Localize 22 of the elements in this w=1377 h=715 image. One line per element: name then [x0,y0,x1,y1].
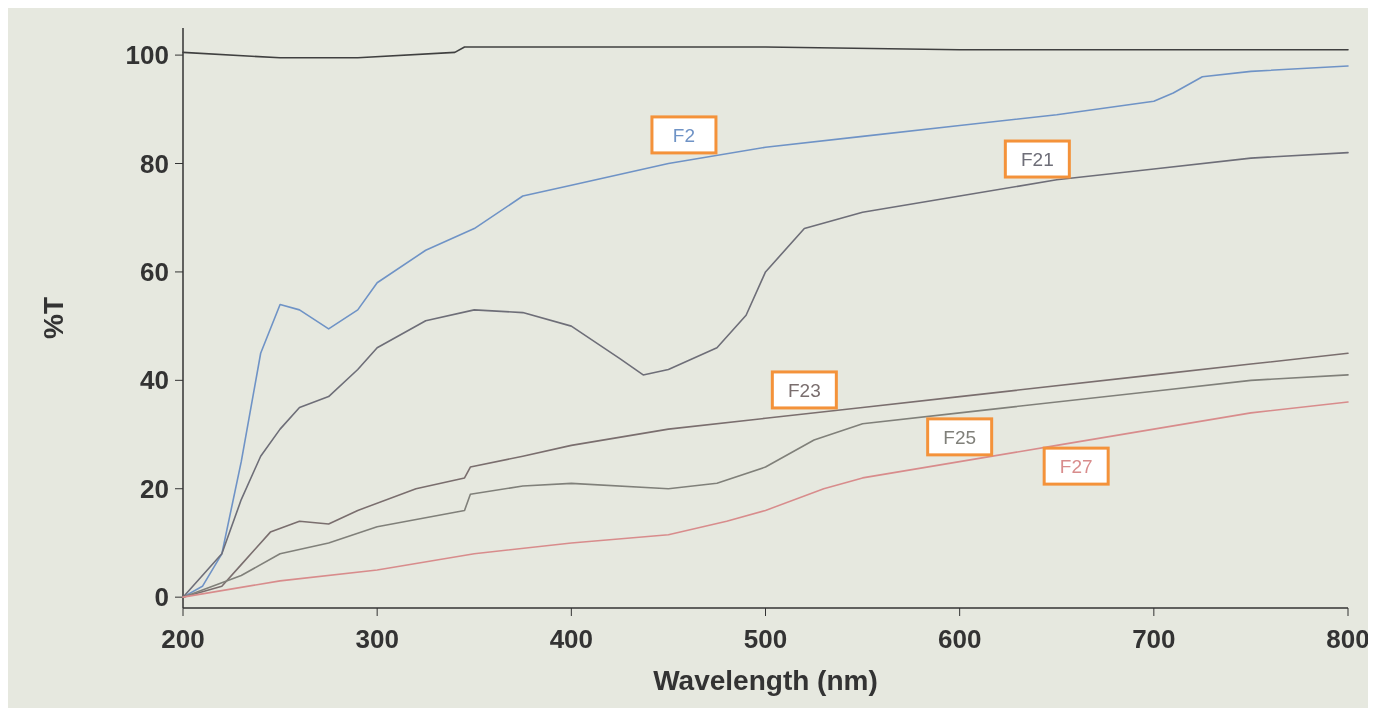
x-tick-label: 300 [355,624,399,654]
x-tick-label: 700 [1132,624,1176,654]
x-axis-title: Wavelength (nm) [653,665,878,696]
x-tick-label: 800 [1326,624,1370,654]
y-tick-label: 100 [125,40,169,71]
series-label: F27 [1059,455,1093,477]
series-label: F25 [943,426,977,448]
x-tick-label: 200 [161,624,205,654]
x-tick-label: 500 [743,624,788,654]
y-tick-label: 60 [140,257,169,288]
series-label: F21 [1020,148,1054,170]
x-tick-label: 400 [549,624,594,654]
line-series [182,151,1349,598]
series-label: F2 [672,124,696,146]
series-label: F23 [787,379,821,401]
y-tick-label: 0 [154,582,169,613]
y-tick-label: 20 [140,473,169,504]
line-series [182,46,1349,59]
y-axis-title: %T [38,297,69,339]
x-tick-label: 600 [937,624,982,654]
y-tick-label: 40 [140,365,169,396]
y-tick-label: 80 [140,148,169,179]
